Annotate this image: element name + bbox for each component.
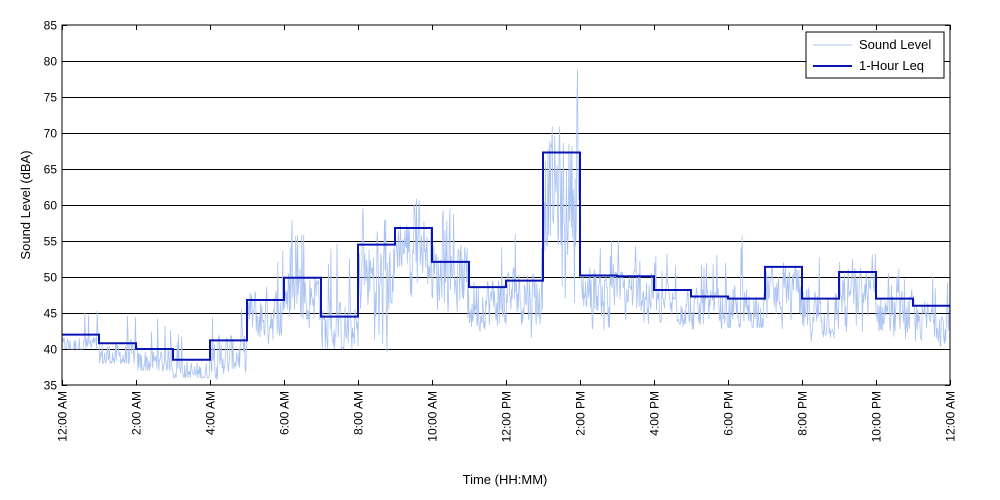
- leq-series: [62, 151, 950, 361]
- y-tick-label: 50: [44, 271, 58, 285]
- x-tick-label: 2:00 PM: [574, 391, 588, 436]
- x-tick-label: 12:00 AM: [944, 391, 958, 442]
- y-axis: 35 40 45 50 55 60 65 70 75 80 85: [44, 19, 950, 393]
- y-tick-label: 60: [44, 199, 58, 213]
- y-tick-label: 35: [44, 379, 58, 393]
- legend-label-leq: 1-Hour Leq: [859, 58, 924, 73]
- x-tick-label: 2:00 AM: [130, 391, 144, 435]
- y-axis-label: Sound Level (dBA): [18, 150, 33, 259]
- legend-box: [805, 31, 945, 79]
- x-tick-label: 12:00 AM: [56, 391, 70, 442]
- y-tick-label: 65: [44, 163, 58, 177]
- y-tick-label: 40: [44, 343, 58, 357]
- y-tick-label: 85: [44, 19, 58, 33]
- x-axis: 12:00 AM 2:00 AM 4:00 AM 6:00 AM 8:00 AM 10:0…: [56, 25, 958, 442]
- legend: Sound Level 1-Hour Leq: [805, 31, 945, 79]
- x-axis-label: Time (HH:MM): [463, 472, 548, 487]
- y-tick-label: 75: [44, 91, 58, 105]
- x-tick-label: 10:00 PM: [870, 391, 884, 442]
- x-tick-label: 8:00 PM: [796, 391, 810, 436]
- x-tick-label: 6:00 PM: [722, 391, 736, 436]
- leq-step-line: [62, 151, 950, 361]
- x-tick-label: 4:00 AM: [204, 391, 218, 435]
- y-tick-label: 70: [44, 127, 58, 141]
- legend-label-sound-level: Sound Level: [859, 37, 931, 52]
- x-tick-label: 8:00 AM: [352, 391, 366, 435]
- x-tick-label: 10:00 AM: [426, 391, 440, 442]
- y-tick-label: 80: [44, 55, 58, 69]
- y-tick-label: 55: [44, 235, 58, 249]
- x-tick-label: 4:00 PM: [648, 391, 662, 436]
- x-tick-label: 6:00 AM: [278, 391, 292, 435]
- x-tick-label: 12:00 PM: [500, 391, 514, 442]
- y-tick-label: 45: [44, 307, 58, 321]
